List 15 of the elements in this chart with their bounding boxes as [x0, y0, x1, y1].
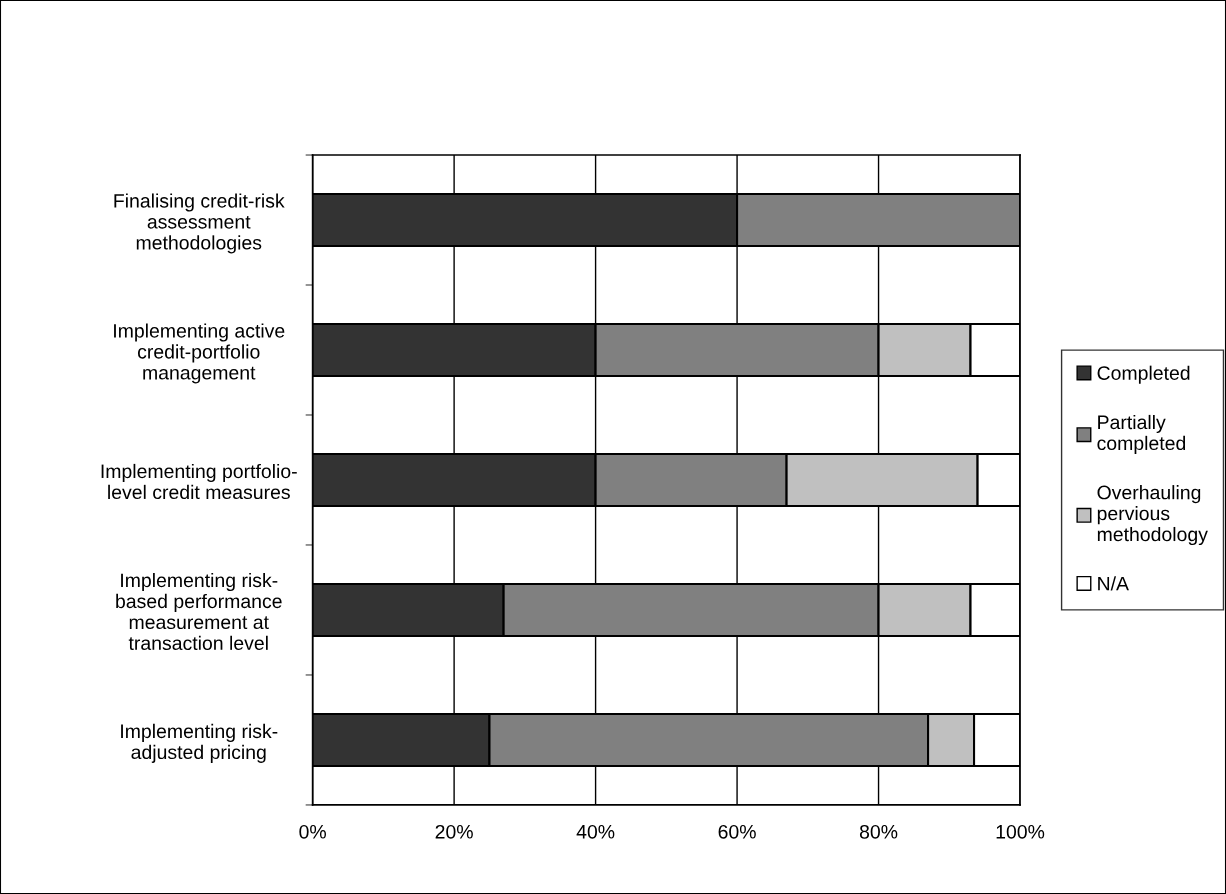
x-tick-label: 0% [299, 824, 326, 839]
x-tick-label: 60% [718, 824, 756, 839]
x-tick-label: 20% [435, 824, 473, 839]
legend-label: N/A [1098, 576, 1129, 591]
x-tick-label: 40% [576, 824, 615, 839]
y-tick-label: Finalising credit-risk assessment methodologies [114, 193, 285, 254]
x-tick-label: 80% [859, 824, 898, 839]
y-tick-label: Implementing risk- based performance measurement at transaction level [116, 572, 282, 651]
y-tick-label: Implementing portfolio- level credit measures [101, 463, 297, 500]
legend-label: Overhauling pervious methodology [1097, 485, 1208, 546]
y-tick-label: Implementing risk- adjusted pricing [121, 723, 278, 763]
y-tick-label: Implementing active credit-portfolio management [114, 323, 285, 384]
legend-label: Partially completed [1097, 414, 1186, 454]
legend-label: Completed [1097, 365, 1190, 384]
x-tick-label: 100% [996, 824, 1045, 839]
